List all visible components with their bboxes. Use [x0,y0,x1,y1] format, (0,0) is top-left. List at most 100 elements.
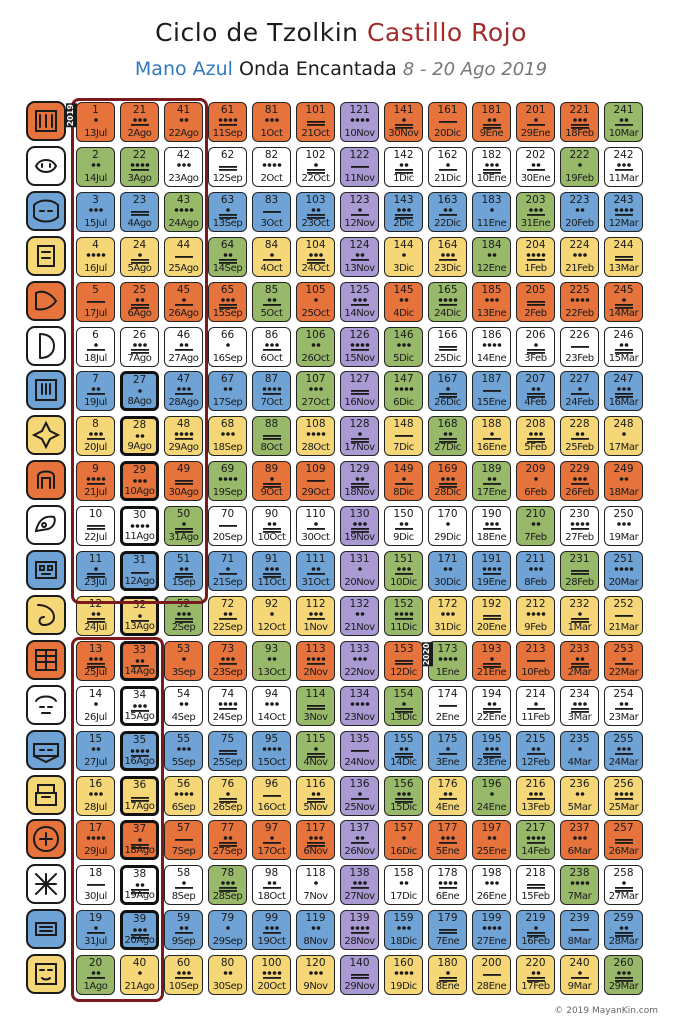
tone-dot [365,342,369,347]
tone [209,162,246,176]
tone-dot [350,118,354,122]
tone-dot [135,297,139,302]
kin-number: 223 [569,193,590,206]
tone-number-icon [93,701,98,706]
tone-number-icon [570,345,589,348]
tone-dot [132,118,137,122]
tone-dot [186,612,191,616]
tone-dot [308,612,313,616]
tone-number-icon [484,297,499,302]
kin-date: 22Oct [301,172,330,184]
kin-cell: 135 24Nov [340,730,379,771]
kin-date: 21Ago [124,981,155,993]
kin-number: 173 [437,642,458,655]
tone-dot [484,297,489,302]
tone [209,566,246,580]
tone-number-icon [130,524,149,528]
tone-dot [360,926,364,930]
tone-number-icon [357,567,362,571]
tone [385,701,422,715]
tone-number-icon [394,118,413,129]
tone [517,342,554,356]
kin-cell: 8 20Jul [76,416,115,457]
kin-number: 60 [176,957,191,970]
tone-dot [308,252,313,257]
tone [429,521,466,535]
tone-bar [526,932,545,934]
kin-number: 46 [176,328,191,341]
kin-date: 6Ene [435,891,460,903]
kin-date: 17Mar [608,442,639,454]
tone-dot [132,479,137,483]
kin-cell: 63 13Sep [208,191,247,232]
kin-cell: 217 14Feb [516,820,555,861]
tone-dot [362,297,367,302]
kin-date: 28Dic [434,487,461,499]
tone-dot [443,881,447,886]
tone-dot [399,971,403,975]
kin-date: 14Sep [212,262,243,274]
tone-dot [274,118,279,122]
tone [385,297,422,311]
tone-dot [541,612,545,616]
tone [385,252,422,266]
tone-dot [494,746,499,751]
kin-date: 11Mar [608,172,639,184]
tone-dot [399,522,403,526]
kin-cell: 201 29Ene [516,102,555,142]
kin-date: 2Mar [567,666,592,678]
kin-date: 1Dic [393,172,414,184]
tone-number-icon [394,567,413,575]
tone-bar [306,480,325,482]
tone-dot [179,118,183,122]
tone-bar [262,393,281,396]
tone [517,252,554,266]
tone-number-icon [399,881,408,886]
tone [561,162,598,176]
tone-bar [174,932,193,934]
kin-cell: 156 15Dic [384,775,423,816]
kin-date: 16Feb [521,936,550,948]
tone-dot [230,656,235,661]
kin-number: 41 [176,104,191,116]
tone-dot [362,522,367,526]
kin-number: 195 [481,732,502,745]
tone-dot [267,387,271,392]
tone-bar [438,168,457,171]
tone-dot [401,207,406,212]
tone [297,386,334,400]
tone-dot [130,163,134,167]
kin-date: 20Nov [344,577,375,588]
tone-bar [438,797,457,800]
tone-number-icon [438,881,457,890]
kin-number: 228 [569,418,590,431]
tone-dot [531,522,535,526]
kin-date: 2Ago [127,128,152,139]
tone [385,880,422,894]
tone-bar [86,620,105,623]
kin-cell: 31 12Ago [120,551,159,591]
tone-dot [267,163,271,167]
kin-cell: 130 19Nov [340,506,379,547]
tone-dot [409,971,413,975]
tone-number-icon [394,522,413,530]
tone-number-icon [130,748,149,757]
tone-number-icon [86,612,105,623]
tone [341,162,378,176]
kin-cell: 158 17Dic [384,865,423,906]
kin-cell: 185 13Ene [472,281,511,322]
tone-dot [318,387,323,392]
kin-number: 150 [393,508,414,521]
kin-date: 9Nov [303,981,328,993]
kin-number: 133 [349,642,370,655]
kin-number: 51 [176,553,191,565]
tone-number-icon [394,612,413,620]
kin-date: 28Oct [301,442,330,454]
tone-dot [223,387,227,392]
tone [341,970,378,984]
kin-number: 156 [393,777,414,790]
kin-number: 164 [437,238,458,251]
dog-icon [26,505,66,546]
kin-cell: 57 7Sep [164,820,203,861]
kin-cell: 205 2Feb [516,281,555,322]
